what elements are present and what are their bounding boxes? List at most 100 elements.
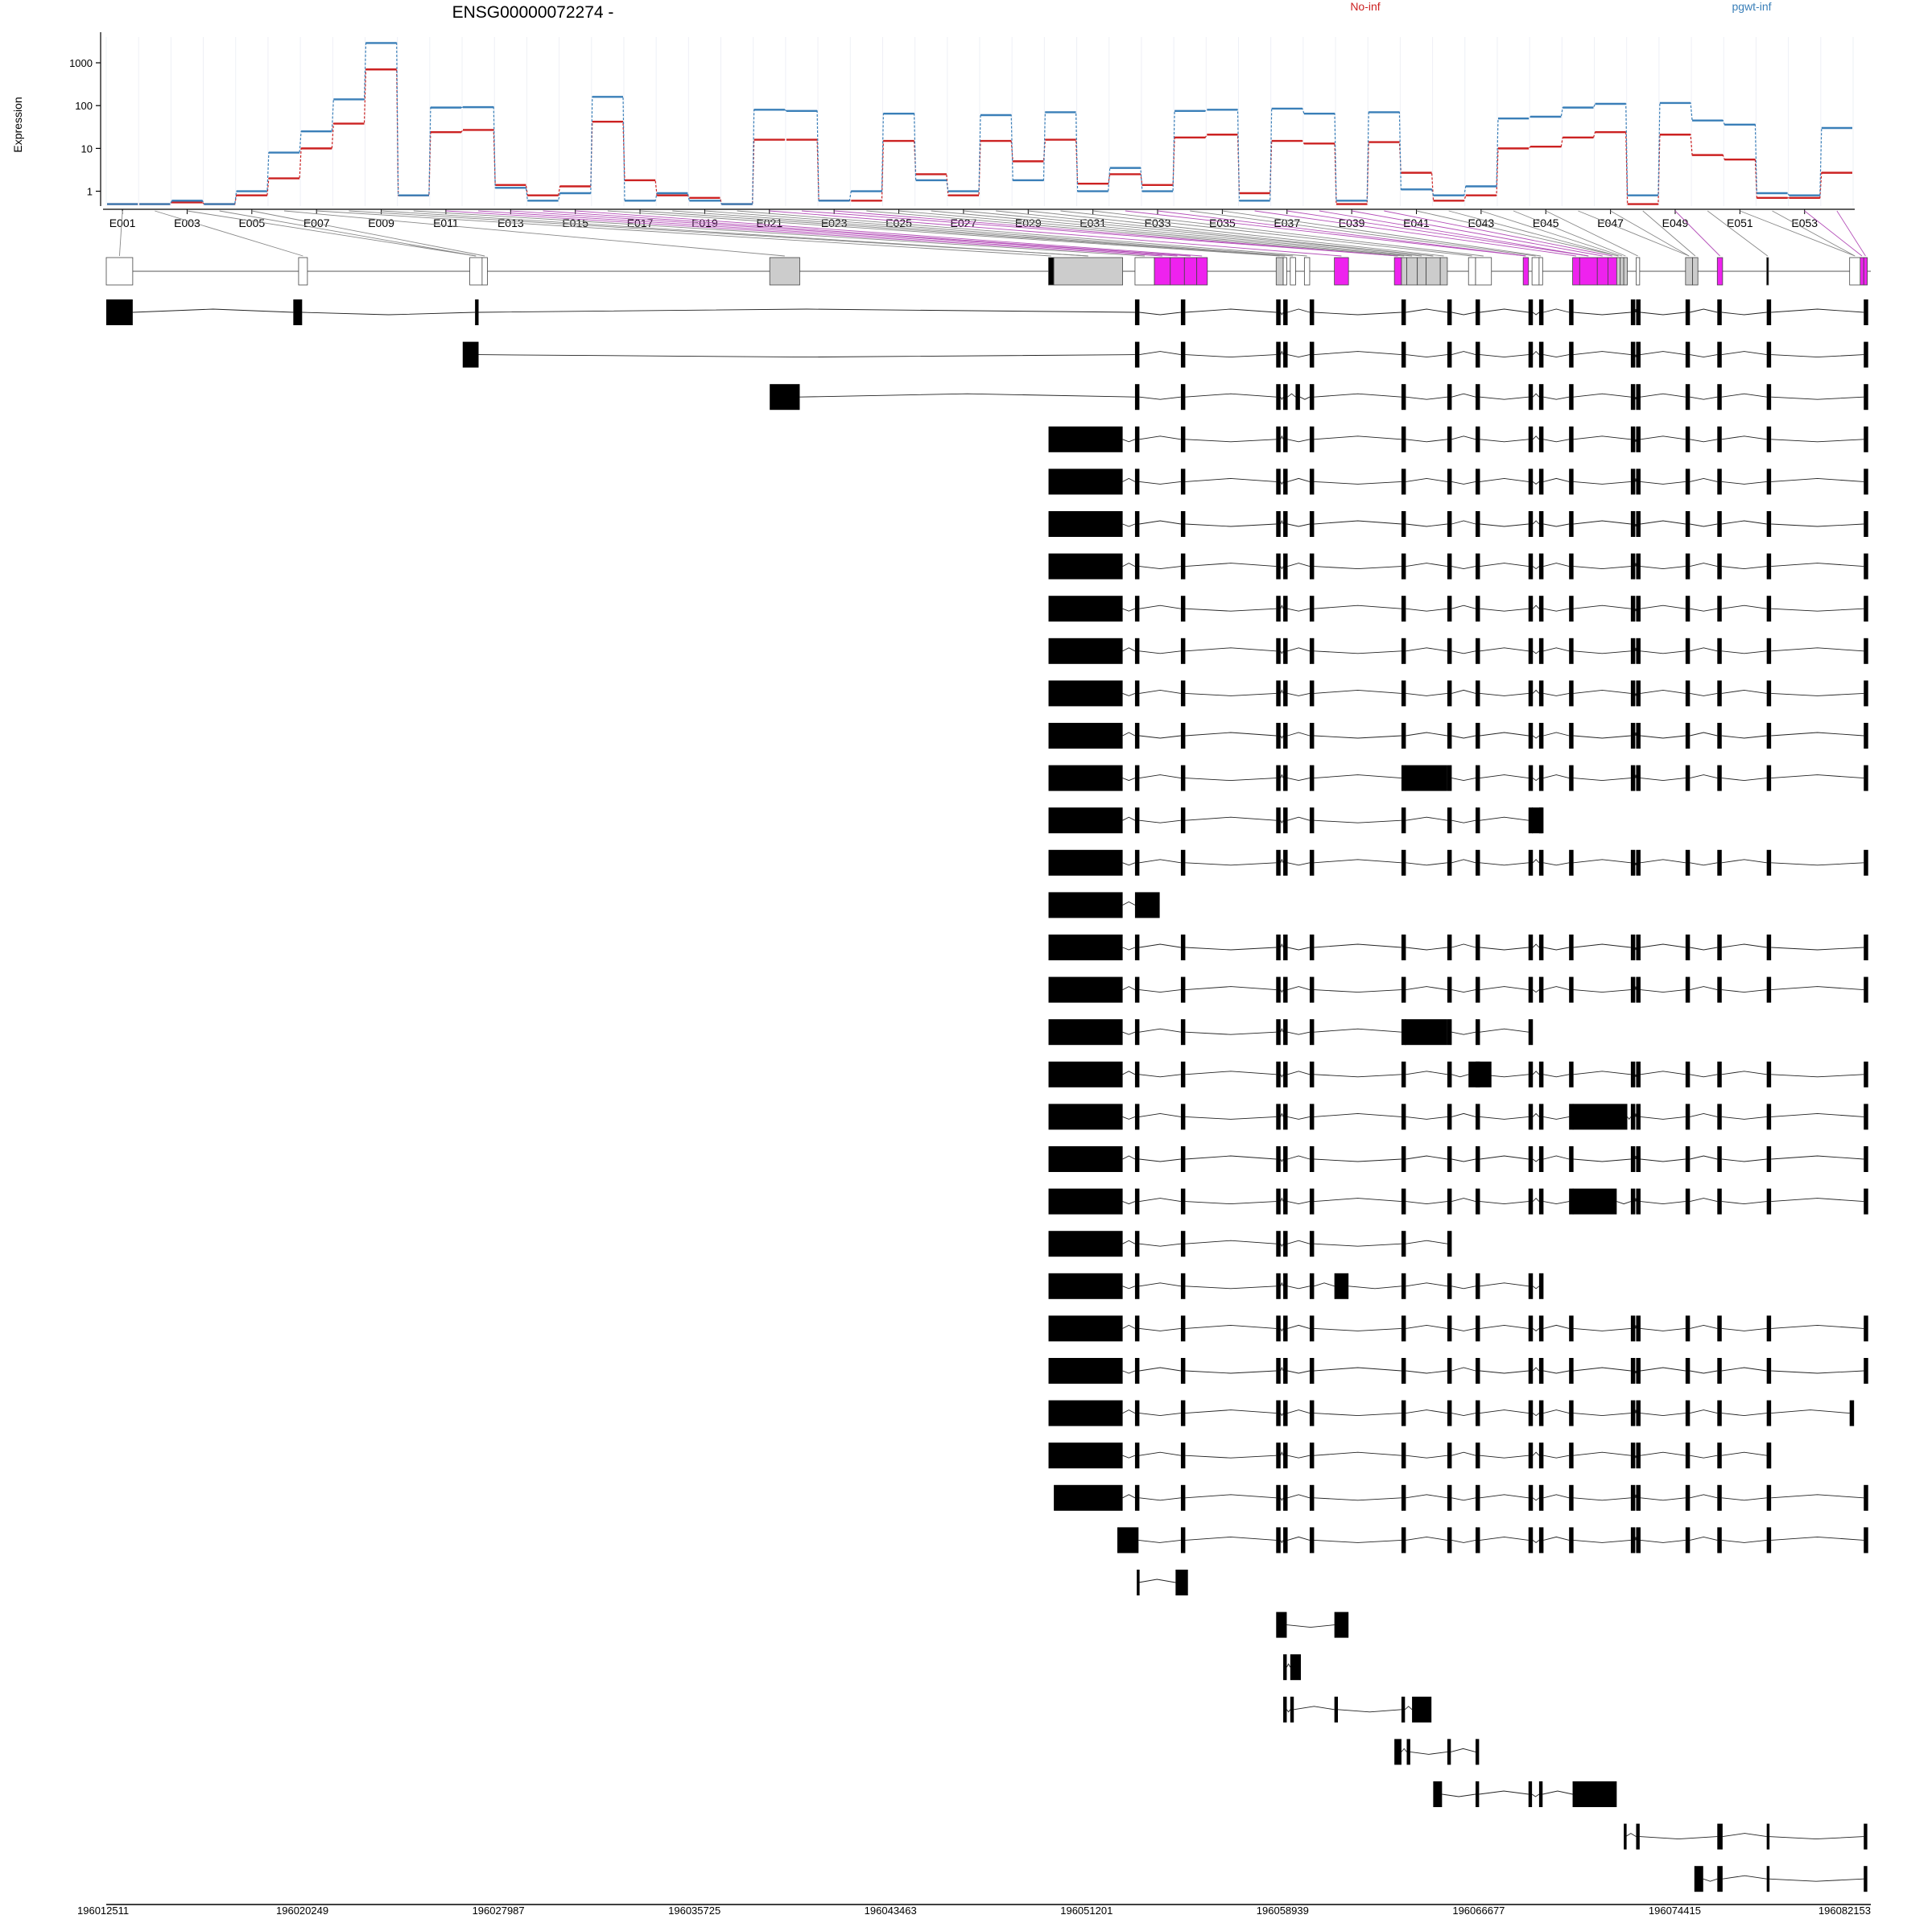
transcript-exon bbox=[1475, 976, 1480, 1003]
exon-tick-label: E049 bbox=[1662, 217, 1689, 229]
transcript-exon bbox=[1864, 1315, 1868, 1342]
transcript-exon bbox=[1528, 384, 1534, 411]
transcript-exon bbox=[1569, 935, 1574, 960]
gene-model-exon bbox=[1860, 257, 1864, 286]
transcript-intron bbox=[1122, 1197, 1864, 1205]
transcript-exon bbox=[1475, 299, 1480, 325]
exon-link bbox=[1804, 210, 1863, 257]
transcript-exon bbox=[1290, 1696, 1294, 1723]
gene-model-exon bbox=[1275, 257, 1284, 286]
exon-tick-label: E043 bbox=[1468, 217, 1495, 229]
transcript-exon bbox=[1538, 1358, 1544, 1384]
transcript-exon bbox=[1685, 1400, 1690, 1426]
transcript-exon bbox=[1276, 723, 1281, 749]
transcript-exon bbox=[1766, 1358, 1772, 1384]
transcript-exon bbox=[1180, 849, 1186, 876]
exon-link bbox=[1448, 210, 1619, 257]
transcript-exon bbox=[1766, 511, 1772, 537]
transcript-exon bbox=[1685, 1358, 1690, 1384]
transcript-exon bbox=[1569, 849, 1574, 876]
transcript-row bbox=[1624, 1823, 1868, 1850]
transcript-exon bbox=[1134, 596, 1140, 622]
gene-model-exon bbox=[1620, 257, 1624, 286]
transcript-exon bbox=[1283, 1315, 1288, 1342]
transcript-exon bbox=[1134, 1400, 1140, 1426]
transcript-exon bbox=[1401, 765, 1406, 791]
transcript-exon bbox=[1401, 1188, 1406, 1215]
exon-link bbox=[316, 210, 1051, 257]
gene-model-exon bbox=[1636, 257, 1641, 286]
exon-link bbox=[1190, 210, 1536, 257]
transcript-exon bbox=[1528, 1019, 1534, 1046]
transcript-exon bbox=[1401, 1231, 1406, 1257]
transcript-exon bbox=[1538, 1484, 1544, 1511]
transcript-exon bbox=[1475, 1358, 1480, 1384]
transcript-exon bbox=[1475, 1484, 1480, 1511]
transcript-exon bbox=[1447, 1146, 1452, 1172]
transcript-exon bbox=[1283, 1061, 1288, 1087]
transcript-exon bbox=[1685, 468, 1690, 495]
transcript-exon bbox=[1538, 849, 1544, 876]
exon-tick-label: E003 bbox=[174, 217, 200, 229]
transcript-exon bbox=[1276, 935, 1281, 960]
transcript-exon bbox=[1180, 1061, 1186, 1087]
transcript-exon bbox=[1630, 1527, 1636, 1554]
transcript-exon bbox=[1180, 1273, 1186, 1299]
exon-link bbox=[1740, 210, 1856, 257]
transcript-exon bbox=[1528, 1400, 1534, 1426]
transcript-exon bbox=[1766, 341, 1772, 368]
transcript-exon bbox=[1180, 299, 1186, 325]
transcript-exon bbox=[1864, 1188, 1868, 1215]
exon-link bbox=[1610, 210, 1690, 257]
transcript-exon bbox=[1283, 1146, 1288, 1172]
transcript-exon bbox=[1766, 1188, 1772, 1215]
transcript-row bbox=[1048, 807, 1544, 834]
gene-model-exon bbox=[105, 257, 134, 286]
transcript-exon bbox=[1528, 976, 1534, 1003]
exon-link bbox=[155, 210, 303, 257]
transcript-exon bbox=[1394, 1739, 1402, 1765]
gene-model-exon bbox=[1616, 257, 1621, 286]
transcript-exon bbox=[1309, 1358, 1315, 1384]
transcript-exon bbox=[1766, 849, 1772, 876]
transcript-row bbox=[1276, 1612, 1349, 1638]
transcript-exon bbox=[1766, 976, 1772, 1003]
transcript-exon bbox=[1864, 1823, 1868, 1850]
transcript-exon bbox=[1401, 638, 1406, 664]
gene-model-exon bbox=[1048, 257, 1055, 286]
transcript-exon bbox=[1569, 976, 1574, 1003]
transcript-exon bbox=[1048, 426, 1123, 452]
genomic-axis: 196012511 196020249 196027987 196035725 1960… bbox=[77, 1904, 1871, 1917]
transcript-exon bbox=[1636, 680, 1641, 707]
transcript-exon bbox=[1134, 1273, 1140, 1299]
transcript-row bbox=[1048, 426, 1868, 452]
exon-link bbox=[1836, 210, 1866, 257]
transcript-exon bbox=[1283, 849, 1288, 876]
transcript-exon bbox=[1048, 1188, 1123, 1215]
exon-link bbox=[413, 210, 1146, 257]
gene-model-exon bbox=[1579, 257, 1598, 286]
transcript-exon bbox=[1134, 1315, 1140, 1342]
transcript-exon bbox=[1401, 1484, 1406, 1511]
transcript-exon bbox=[1283, 1104, 1288, 1130]
transcript-exon bbox=[1401, 935, 1406, 960]
transcript-exon bbox=[1685, 596, 1690, 622]
transcript-exon bbox=[1475, 1061, 1480, 1087]
exon-link bbox=[1286, 210, 1589, 257]
transcript-exon bbox=[1766, 426, 1772, 452]
transcript-intron bbox=[1122, 605, 1864, 612]
gene-model bbox=[105, 257, 1871, 286]
transcript-exon bbox=[1134, 1188, 1140, 1215]
transcript-exon bbox=[1538, 553, 1544, 580]
transcript-intron bbox=[1122, 986, 1864, 993]
exon-link bbox=[1546, 210, 1638, 257]
transcript-exon bbox=[1048, 596, 1123, 622]
transcript-exon bbox=[1630, 1442, 1636, 1469]
transcript-exon bbox=[1685, 1527, 1690, 1554]
transcript-exon bbox=[1048, 849, 1123, 876]
transcript-exon bbox=[1283, 1019, 1288, 1046]
transcript-exon bbox=[1180, 638, 1186, 664]
transcript-exon bbox=[1636, 1188, 1641, 1215]
transcript-exon bbox=[1685, 299, 1690, 325]
transcript-exon bbox=[1447, 1019, 1452, 1046]
